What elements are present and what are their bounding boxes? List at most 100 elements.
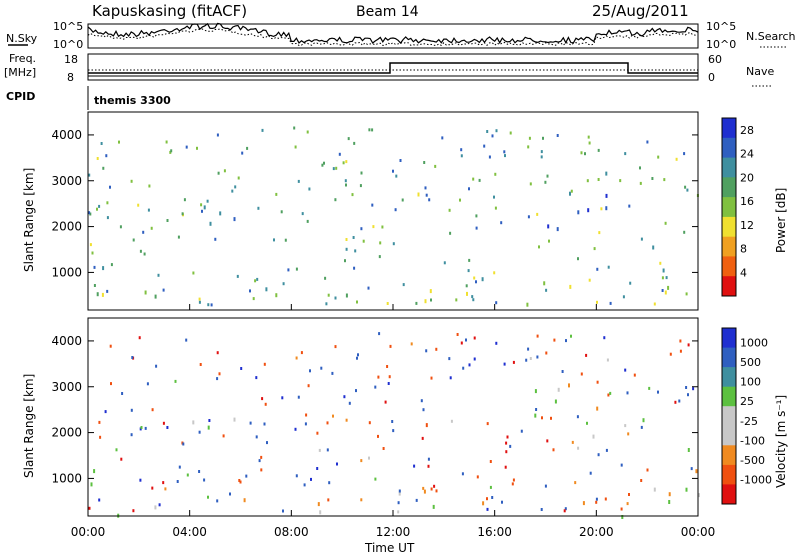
velocity-cell (374, 385, 377, 389)
velocity-colorbar-tick: 100 (740, 376, 761, 389)
power-cell (170, 149, 173, 153)
power-cell (460, 148, 463, 152)
velocity-colorbar-tick: -1000 (740, 473, 772, 486)
velocity-cell (139, 478, 142, 482)
velocity-cell (203, 478, 206, 482)
power-cell (605, 206, 608, 211)
velocity-cell (504, 465, 507, 469)
velocity-cell (130, 433, 133, 437)
power-cell (423, 161, 426, 164)
velocity-cell (146, 382, 149, 386)
power-cell (360, 227, 363, 231)
velocity-cell (216, 351, 219, 355)
velocity-cell (473, 336, 476, 340)
colorbar-swatch (722, 445, 736, 466)
power-cell (183, 198, 186, 202)
power-panel: 1000 2000 3000 4000 Slant Range [km] 28 24 20… (22, 111, 788, 311)
velocity-cell (489, 485, 492, 489)
power-cell (287, 268, 290, 272)
velocity-cell (199, 363, 202, 366)
velocity-cell (243, 498, 246, 503)
power-cell (468, 187, 470, 191)
velocity-cell (486, 422, 489, 426)
velocity-cell (186, 473, 189, 477)
power-cell (651, 177, 654, 180)
power-cell (148, 184, 151, 188)
power-cell (293, 126, 296, 130)
velocity-cell (327, 498, 330, 502)
power-cell (588, 278, 591, 282)
power-colorbar-tick: 20 (740, 171, 754, 184)
velocity-cell (222, 434, 225, 438)
power-cell (415, 301, 418, 305)
velocity-cell (158, 503, 161, 507)
velocity-cell (535, 408, 538, 411)
power-cell (570, 189, 573, 193)
velocity-cell (603, 336, 606, 340)
power-cell (106, 201, 109, 205)
time-tick-label: 20:00 (579, 525, 614, 539)
colorbar-swatch (722, 386, 736, 407)
power-cell (544, 180, 547, 184)
power-cell (234, 185, 237, 189)
velocity-cell (389, 344, 392, 348)
velocity-cell (679, 339, 682, 343)
velocity-y-axis-label: Slant Range [km] (22, 374, 36, 478)
velocity-cell (468, 363, 471, 367)
velocity-cell (476, 475, 479, 479)
power-cell (177, 235, 180, 239)
range-tick-label: 4000 (51, 334, 82, 348)
power-cell (344, 259, 346, 263)
velocity-cell (88, 506, 91, 510)
velocity-cell (377, 375, 380, 379)
velocity-cell (653, 487, 656, 492)
power-cell (231, 189, 234, 193)
frequency-panel: Freq. [MHz] 18 8 60 0 Nave (4, 52, 774, 87)
velocity-cell (388, 375, 391, 379)
power-cell (586, 179, 589, 183)
power-cell (664, 290, 667, 295)
velocity-cell (482, 501, 485, 506)
power-cell (207, 303, 210, 307)
power-cell (546, 174, 549, 178)
velocity-cell (489, 460, 492, 463)
power-cell (96, 207, 98, 211)
power-cell (504, 154, 506, 158)
power-cell (261, 128, 264, 132)
power-colorbar-tick: 4 (740, 266, 747, 279)
velocity-cell (461, 472, 464, 476)
freq-left-tick-bottom: 8 (67, 71, 74, 84)
velocity-cell (307, 384, 310, 388)
velocity-colorbar-tick: -100 (740, 434, 765, 447)
power-cell (96, 157, 99, 160)
power-cell (661, 289, 664, 292)
time-axis: 00:00 04:00 08:00 12:00 16:00 20:00 00:00 (71, 304, 715, 539)
velocity-cell (239, 480, 242, 484)
power-cell (425, 193, 428, 197)
velocity-cell (687, 393, 689, 397)
power-cell (236, 274, 239, 278)
time-tick-label: 08:00 (274, 525, 309, 539)
power-cell (98, 204, 101, 208)
power-cell (545, 288, 548, 292)
velocity-panel: 1000 2000 3000 4000 Slant Range [km] 1000 50… (22, 317, 788, 519)
power-cell (399, 159, 402, 162)
power-cell (142, 230, 145, 234)
power-cell (223, 169, 226, 173)
time-tick-label: 16:00 (477, 525, 512, 539)
power-cell (102, 166, 105, 170)
velocity-cell (620, 507, 623, 511)
velocity-cell (697, 493, 700, 498)
power-cell (434, 164, 437, 168)
velocity-cell (582, 501, 585, 506)
power-cell (301, 212, 304, 216)
station-title: Kapuskasing (fitACF) (92, 2, 247, 20)
power-cell (494, 172, 497, 176)
velocity-cell (571, 440, 574, 444)
velocity-cell (360, 459, 363, 463)
velocity-cell (331, 371, 334, 375)
velocity-cell (564, 507, 567, 511)
power-colorbar-tick: 8 (740, 243, 747, 256)
power-colorbar-label: Power [dB] (774, 188, 788, 253)
